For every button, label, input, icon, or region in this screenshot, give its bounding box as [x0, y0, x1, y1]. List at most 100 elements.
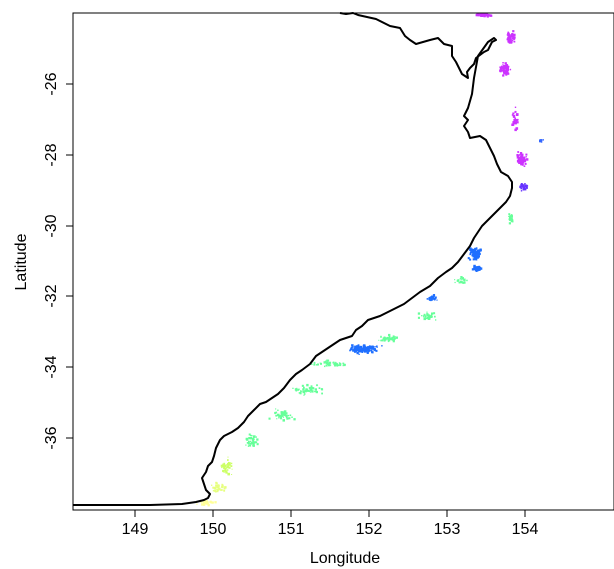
data-point — [216, 490, 219, 493]
data-point — [502, 64, 504, 66]
data-point — [507, 69, 509, 71]
data-point — [505, 69, 508, 72]
data-point — [513, 38, 516, 40]
data-point — [477, 251, 479, 253]
data-point — [387, 337, 391, 341]
data-point — [507, 40, 509, 42]
data-point — [370, 349, 373, 352]
data-point — [523, 165, 525, 167]
data-point — [222, 470, 224, 473]
data-point — [503, 72, 506, 75]
data-point — [389, 337, 391, 340]
data-point — [358, 350, 361, 353]
data-point — [426, 316, 430, 320]
data-point — [374, 346, 376, 348]
data-point — [509, 38, 512, 41]
data-point — [288, 417, 291, 420]
data-point — [351, 344, 354, 347]
data-point — [518, 161, 521, 164]
data-point — [430, 298, 433, 301]
data-point — [277, 409, 279, 411]
data-point — [252, 442, 255, 445]
data-point — [215, 484, 218, 487]
data-point — [247, 445, 250, 447]
data-point — [227, 461, 229, 463]
data-point — [223, 471, 225, 473]
data-point — [483, 14, 486, 17]
data-point — [282, 416, 285, 418]
data-point — [251, 439, 255, 442]
data-point — [431, 312, 434, 315]
data-point — [247, 442, 250, 445]
data-point — [464, 278, 466, 280]
data-point — [481, 14, 483, 16]
data-point — [309, 391, 312, 393]
data-point — [511, 33, 514, 35]
data-point — [525, 153, 528, 156]
data-point — [426, 311, 428, 313]
data-point — [218, 487, 221, 490]
data-point — [352, 349, 355, 352]
data-point — [499, 69, 502, 72]
data-point — [249, 443, 252, 445]
data-point — [511, 216, 513, 218]
data-point — [500, 69, 503, 71]
data-point — [471, 250, 474, 254]
data-point — [353, 348, 355, 350]
data-point — [298, 392, 301, 394]
data-point — [477, 267, 480, 270]
data-point — [249, 440, 252, 443]
data-point — [520, 156, 522, 158]
data-point — [478, 253, 480, 255]
data-point — [227, 459, 229, 461]
data-point — [469, 247, 472, 250]
data-point — [392, 339, 394, 341]
data-point — [503, 65, 506, 68]
data-point — [523, 156, 526, 159]
data-point — [424, 315, 427, 318]
data-point — [474, 257, 477, 260]
data-point — [223, 466, 226, 469]
data-point — [314, 390, 316, 393]
data-point — [214, 490, 217, 493]
data-point — [311, 390, 314, 393]
data-point — [520, 159, 523, 162]
data-point — [206, 501, 209, 503]
data-point — [280, 417, 283, 420]
data-point — [433, 312, 436, 315]
data-point — [336, 365, 339, 367]
data-point — [502, 62, 504, 64]
data-point — [316, 384, 318, 387]
data-point — [392, 335, 395, 338]
data-point — [524, 184, 528, 188]
data-point — [371, 351, 374, 354]
data-point — [525, 156, 527, 158]
data-point — [282, 414, 284, 417]
data-point — [506, 72, 510, 75]
data-point — [326, 365, 328, 367]
data-point — [196, 503, 198, 505]
data-point — [301, 391, 303, 393]
data-point — [485, 13, 487, 15]
data-point — [423, 313, 426, 316]
data-point — [475, 266, 479, 270]
data-point — [297, 388, 300, 391]
data-point — [516, 113, 519, 116]
data-point — [422, 315, 425, 317]
data-point — [300, 391, 302, 393]
data-point — [327, 359, 330, 362]
data-point — [256, 438, 259, 441]
data-point — [489, 15, 491, 17]
data-point — [467, 257, 470, 260]
data-point — [429, 299, 431, 301]
data-point — [481, 13, 484, 15]
data-point — [476, 255, 478, 257]
data-point — [521, 156, 524, 158]
data-point — [474, 270, 476, 272]
data-point — [504, 67, 507, 70]
data-point — [509, 217, 513, 220]
data-point — [430, 297, 432, 300]
data-point — [463, 281, 466, 284]
data-point — [487, 13, 490, 16]
